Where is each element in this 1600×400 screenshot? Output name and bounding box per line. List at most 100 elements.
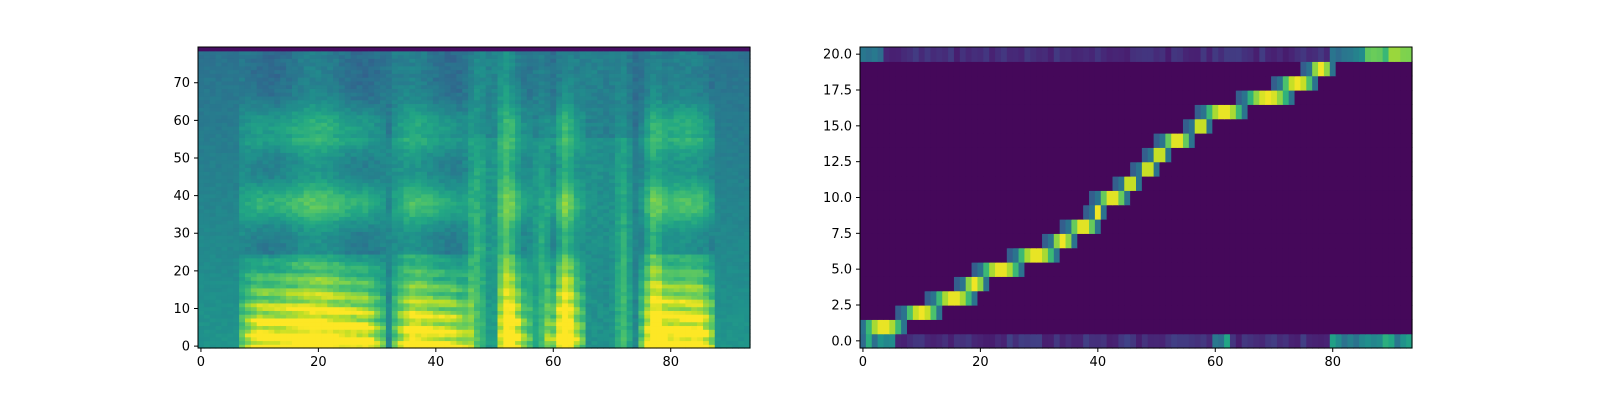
spectrogram-cell [509,250,516,255]
spectrogram-cell [421,80,428,86]
spectrogram-cell [450,329,457,334]
spectrogram-cell [532,268,540,274]
spectrogram-cell [333,114,340,120]
spectrogram-cell [562,257,569,263]
spectrogram-cell [368,103,375,108]
spectrogram-cell [415,295,422,300]
spectrogram-cell [262,69,270,74]
spectrogram-cell [532,95,540,101]
spectrogram-cell [239,317,246,323]
spectrogram-cell [309,47,317,52]
spectrogram-cell [550,84,557,89]
spectrogram-cell [244,325,252,330]
spectrogram-cell [274,122,281,127]
spectrogram-cell [503,92,510,97]
spectrogram-cell [538,148,546,153]
spectrogram-cell [432,178,440,184]
spectrogram-cell [333,317,340,323]
spectrogram-cell [327,47,334,52]
spectrogram-cell [415,174,422,180]
spectrogram-cell [515,250,522,255]
spectrogram-cell [438,62,446,67]
spectrogram-cell [262,54,270,59]
spectrogram-cell [462,295,469,300]
spectrogram-cell [403,306,410,311]
spectrogram-cell [315,314,322,319]
spectrogram-cell [520,220,528,225]
spectrogram-cell [515,325,522,330]
spectrogram-cell [368,325,375,330]
spectrogram-cell [444,317,452,323]
spectrogram-cell [532,126,540,131]
spectrogram-cell [233,118,240,123]
spectrogram-cell [515,238,522,244]
spectrogram-cell [438,268,446,274]
spectrogram-cell [291,122,299,127]
spectrogram-cell [509,189,516,195]
spectrogram-cell [479,95,487,101]
spectrogram-cell [368,141,375,146]
spectrogram-cell [333,216,340,221]
spectrogram-cell [262,208,270,214]
spectrogram-cell [274,118,281,123]
spectrogram-cell [409,235,416,240]
spectrogram-cell [491,295,499,300]
spectrogram-cell [409,231,416,236]
spectrogram-cell [221,84,228,89]
spectrogram-cell [397,340,405,345]
spectrogram-cell [198,193,205,199]
spectrogram-cell [397,212,405,217]
spectrogram-cell [397,235,405,240]
spectrogram-cell [333,265,340,270]
spectrogram-cell [520,197,528,202]
spectrogram-cell [303,144,311,150]
spectrogram-cell [520,152,528,157]
spectrogram-cell [303,99,311,105]
spectrogram-cell [244,344,252,349]
spectrogram-cell [274,336,281,342]
spectrogram-cell [344,163,352,168]
spectrogram-cell [327,65,334,71]
spectrogram-cell [250,257,258,263]
spectrogram-cell [368,287,375,293]
spectrogram-cell [544,156,551,161]
spectrogram-cell [356,284,364,289]
spectrogram-cell [227,174,234,180]
spectrogram-cell [274,261,281,266]
spectrogram-cell [444,178,452,184]
spectrogram-cell [356,186,364,191]
spectrogram-cell [526,152,534,157]
spectrogram-cell [338,95,346,101]
spectrogram-cell [556,54,563,59]
spectrogram-cell [368,295,375,300]
spectrogram-cell [344,276,352,281]
spectrogram-cell [262,344,270,349]
spectrogram-cell [256,54,264,59]
spectrogram-cell [297,114,305,120]
spectrogram-cell [333,65,340,71]
spectrogram-cell [368,317,375,323]
spectrogram-cell [485,201,493,206]
spectrogram-cell [503,65,510,71]
spectrogram-cell [479,99,487,105]
spectrogram-cell [562,325,569,330]
spectrogram-cell [215,118,223,123]
spectrogram-cell [256,272,264,278]
spectrogram-cell [356,182,364,187]
spectrogram-cell [262,118,270,123]
spectrogram-cell [538,261,546,266]
spectrogram-cell [397,257,405,263]
spectrogram-cell [262,92,270,97]
spectrogram-cell [468,321,475,327]
spectrogram-cell [297,118,305,123]
spectrogram-cell [368,73,375,78]
spectrogram-cell [520,223,528,229]
spectrogram-cell [385,174,393,180]
spectrogram-cell [315,182,322,187]
spectrogram-cell [227,208,234,214]
spectrogram-cell [368,62,375,67]
spectrogram-cell [268,238,275,244]
spectrogram-cell [485,156,493,161]
spectrogram-cell [297,126,305,131]
spectrogram-cell [468,317,475,323]
